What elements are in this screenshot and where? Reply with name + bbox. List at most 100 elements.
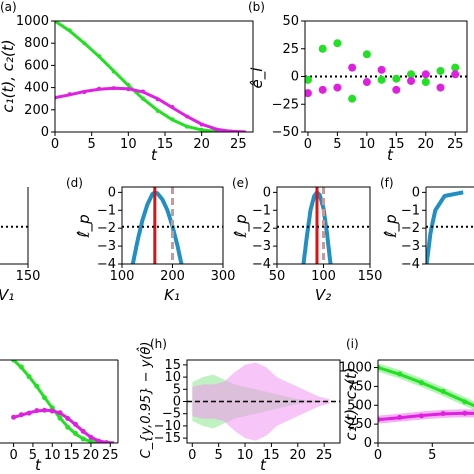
ytick-label-a: 200 (24, 103, 49, 118)
data-point-c1 (155, 108, 160, 113)
data-point-c2 (82, 90, 87, 95)
ytick-label-e: −4 (252, 257, 271, 272)
xtick-label-h: 25 (316, 448, 333, 463)
series-line-c1 (55, 21, 246, 132)
plot-d (122, 187, 223, 264)
ytick-label-i: 500 (347, 398, 372, 413)
data-point-i-c2 (440, 411, 446, 417)
data-point-c2 (155, 97, 160, 102)
ytick-label-h: 5 (173, 382, 181, 397)
ytick-label-a: 0 (41, 125, 49, 140)
residual-point-c1 (305, 75, 312, 84)
ytick-label-a: 400 (24, 81, 49, 96)
ytick-label-a: 1000 (16, 14, 49, 29)
data-point-g-c1 (11, 360, 17, 363)
xtick-label-h: 5 (215, 448, 223, 463)
ytick-label-i: 250 (347, 417, 372, 432)
xtick-label-g: 25 (102, 448, 119, 463)
data-point-g-c1 (80, 436, 86, 442)
ytick-label-b: −25 (272, 97, 299, 112)
xlabel-a: t (151, 146, 158, 164)
residual-point-c2 (436, 83, 445, 92)
ytick-label-f: −3 (401, 239, 420, 254)
xtick-label-g: 5 (29, 448, 37, 463)
data-point-g-c2 (42, 407, 48, 413)
xlabel-b: t (387, 146, 394, 164)
ytick-label-h: 10 (164, 370, 181, 385)
xtick-label-a: 25 (230, 137, 247, 152)
ytick-label-i: 0 (364, 436, 372, 451)
xticks-g: 0 5 10 15 20 25 (9, 443, 119, 463)
plot-b (305, 39, 467, 103)
data-point-g-c2 (80, 428, 86, 434)
xtick-label-a: 5 (88, 137, 96, 152)
data-point-g-c2 (103, 440, 109, 443)
series-line-g-c1 (12, 360, 115, 443)
yticks-b: −50 −25 0 25 50 (272, 14, 305, 140)
data-point-c2 (229, 129, 233, 132)
xtick-label-e: 150 (358, 269, 383, 284)
residual-point-c1 (392, 74, 401, 83)
residual-point-c1 (318, 44, 327, 53)
panel-c: 150 V₁ (0, 187, 40, 304)
xtick-label-e: 100 (311, 269, 336, 284)
xtick-label-b: 5 (333, 137, 341, 152)
ytick-label-e: 0 (263, 185, 271, 200)
panel-g: 0 5 10 15 20 25 t (0, 359, 119, 474)
ytick-label-d: −4 (97, 257, 116, 272)
data-point-g-c1 (42, 395, 48, 401)
residual-point-c1 (436, 66, 445, 75)
panel-b: (b) 0 5 10 15 20 25 −50 −25 0 25 50 t ê_i (248, 0, 468, 164)
data-point-c1 (97, 53, 101, 58)
panel-e: (e) 50 100 150 0 −1 −2 −3 −4 V₂ ℓ̂_p (232, 176, 382, 304)
ytick-label-h: 15 (164, 358, 181, 373)
data-point-g-c1 (88, 438, 94, 443)
xtick-label-a: 10 (120, 137, 137, 152)
ylabel-i: c₁(t), c₂(t) (342, 367, 360, 440)
panel-f: (f) 0 −1 −2 −3 −4 ℓ̂_p (380, 176, 474, 272)
ytick-label-h: −10 (154, 419, 181, 434)
yticks-a: 0 200 400 600 800 1000 (16, 14, 55, 140)
xlabel-c: V₁ (0, 286, 14, 304)
data-point-c2 (214, 127, 219, 132)
residual-point-c1 (377, 75, 386, 84)
ytick-label-f: −2 (401, 221, 420, 236)
xticks-a: 0 5 10 15 20 25 (51, 132, 247, 152)
data-point-c2 (199, 122, 204, 127)
plot-f (426, 190, 474, 264)
residual-point-c2 (377, 65, 386, 74)
xtick-label-h: 15 (263, 448, 280, 463)
data-point-i-c2 (418, 413, 424, 419)
series-line-c2 (55, 86, 246, 132)
xtick-label-b: 15 (388, 137, 405, 152)
ytick-label-e: −3 (252, 239, 271, 254)
data-point-c1 (126, 82, 131, 87)
xtick-label-g: 0 (9, 448, 17, 463)
data-point-g-c1 (65, 424, 71, 430)
xtick-label-d: 100 (110, 269, 135, 284)
xtick-label-a: 15 (157, 137, 174, 152)
data-point-g-c2 (57, 410, 63, 416)
ytick-label-e: −2 (252, 221, 271, 236)
xtick-label-e: 50 (269, 269, 286, 284)
plot-i (378, 363, 474, 424)
data-point-c1 (111, 69, 116, 74)
data-point-g-c1 (26, 374, 32, 380)
data-point-c1 (185, 124, 189, 129)
ylabel-h: C_{y,0.95} − y(θ̂) (137, 342, 154, 459)
data-point-g-c1 (57, 415, 63, 421)
ytick-label-h: −5 (162, 407, 181, 422)
data-point-g-c1 (72, 430, 78, 436)
ytick-label-f: −4 (401, 257, 420, 272)
xtick-label-g: 15 (63, 448, 80, 463)
xlabel-g: t (35, 456, 42, 474)
data-point-c1 (199, 127, 204, 132)
data-point-c1 (82, 41, 87, 46)
residual-point-c2 (362, 78, 371, 87)
data-point-g-c2 (34, 408, 40, 414)
yticks-f: 0 −1 −2 −3 −4 (401, 185, 426, 272)
